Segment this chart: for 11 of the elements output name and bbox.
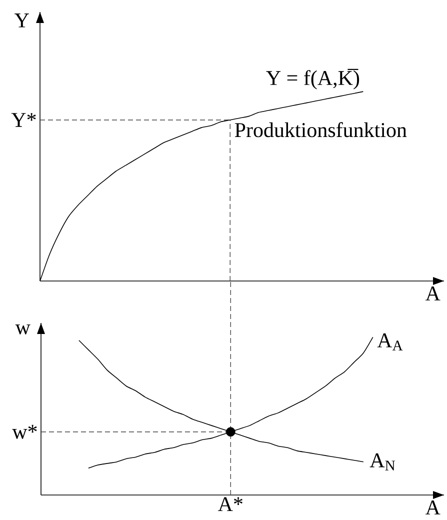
series-label: A$_{N}$ bbox=[370, 453, 396, 470]
y-axis-title: w bbox=[15, 324, 30, 334]
series-label: Y = f(A,K̅) bbox=[266, 68, 360, 90]
x-axis-title: A bbox=[426, 286, 440, 300]
series-label: A$_{A}$ bbox=[377, 333, 403, 350]
y-axis-title: Y bbox=[14, 14, 29, 28]
annotation: Produktionsfunktion bbox=[234, 122, 407, 138]
ref-line-label: Y* bbox=[11, 113, 36, 127]
x-axis-title: A bbox=[426, 500, 440, 514]
ref-line-label: w* bbox=[12, 424, 37, 439]
text: A* bbox=[218, 497, 242, 512]
